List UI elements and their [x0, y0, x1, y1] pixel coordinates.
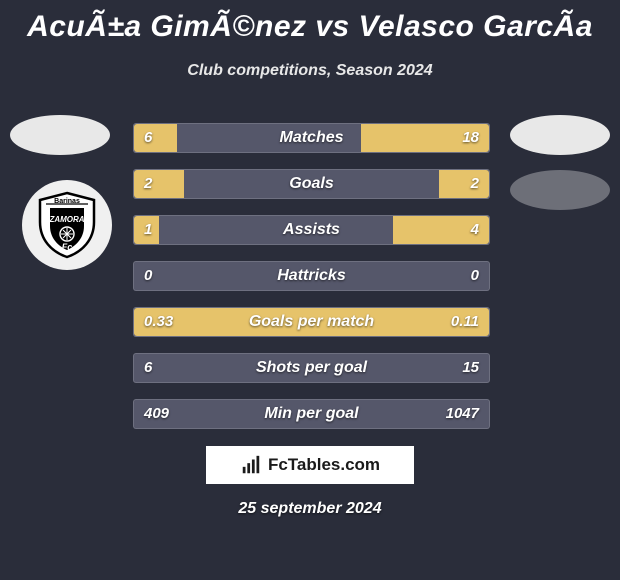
stat-row: 14Assists	[133, 215, 490, 245]
right-player-badge-2	[510, 170, 610, 210]
stat-label: Assists	[134, 216, 489, 246]
footer-brand-badge: FcTables.com	[205, 445, 415, 485]
stat-row: 618Matches	[133, 123, 490, 153]
shield-icon: Barinas ZAMORA Fc	[32, 190, 102, 260]
footer-date: 25 september 2024	[0, 500, 620, 518]
stat-label: Shots per goal	[134, 354, 489, 384]
footer-brand-text: FcTables.com	[268, 455, 380, 475]
stat-label: Goals	[134, 170, 489, 200]
stat-label: Hattricks	[134, 262, 489, 292]
stats-container: 618Matches 22Goals 14Assists 00Hattricks 0.3…	[133, 123, 490, 445]
right-player-badge-1	[510, 115, 610, 155]
stat-row: 00Hattricks	[133, 261, 490, 291]
stat-row: 4091047Min per goal	[133, 399, 490, 429]
stat-row: 615Shots per goal	[133, 353, 490, 383]
stat-row: 22Goals	[133, 169, 490, 199]
club-logo: Barinas ZAMORA Fc	[22, 180, 112, 270]
page-title: AcuÃ±a GimÃ©nez vs Velasco GarcÃ­a	[0, 0, 620, 44]
stat-row: 0.330.11Goals per match	[133, 307, 490, 337]
svg-text:Fc: Fc	[62, 242, 73, 252]
stat-label: Min per goal	[134, 400, 489, 430]
chart-icon	[240, 454, 262, 476]
left-player-badge	[10, 115, 110, 155]
stat-label: Matches	[134, 124, 489, 154]
page-subtitle: Club competitions, Season 2024	[0, 62, 620, 80]
club-logo-text: Barinas	[54, 198, 80, 205]
stat-label: Goals per match	[134, 308, 489, 338]
svg-text:ZAMORA: ZAMORA	[48, 215, 84, 224]
